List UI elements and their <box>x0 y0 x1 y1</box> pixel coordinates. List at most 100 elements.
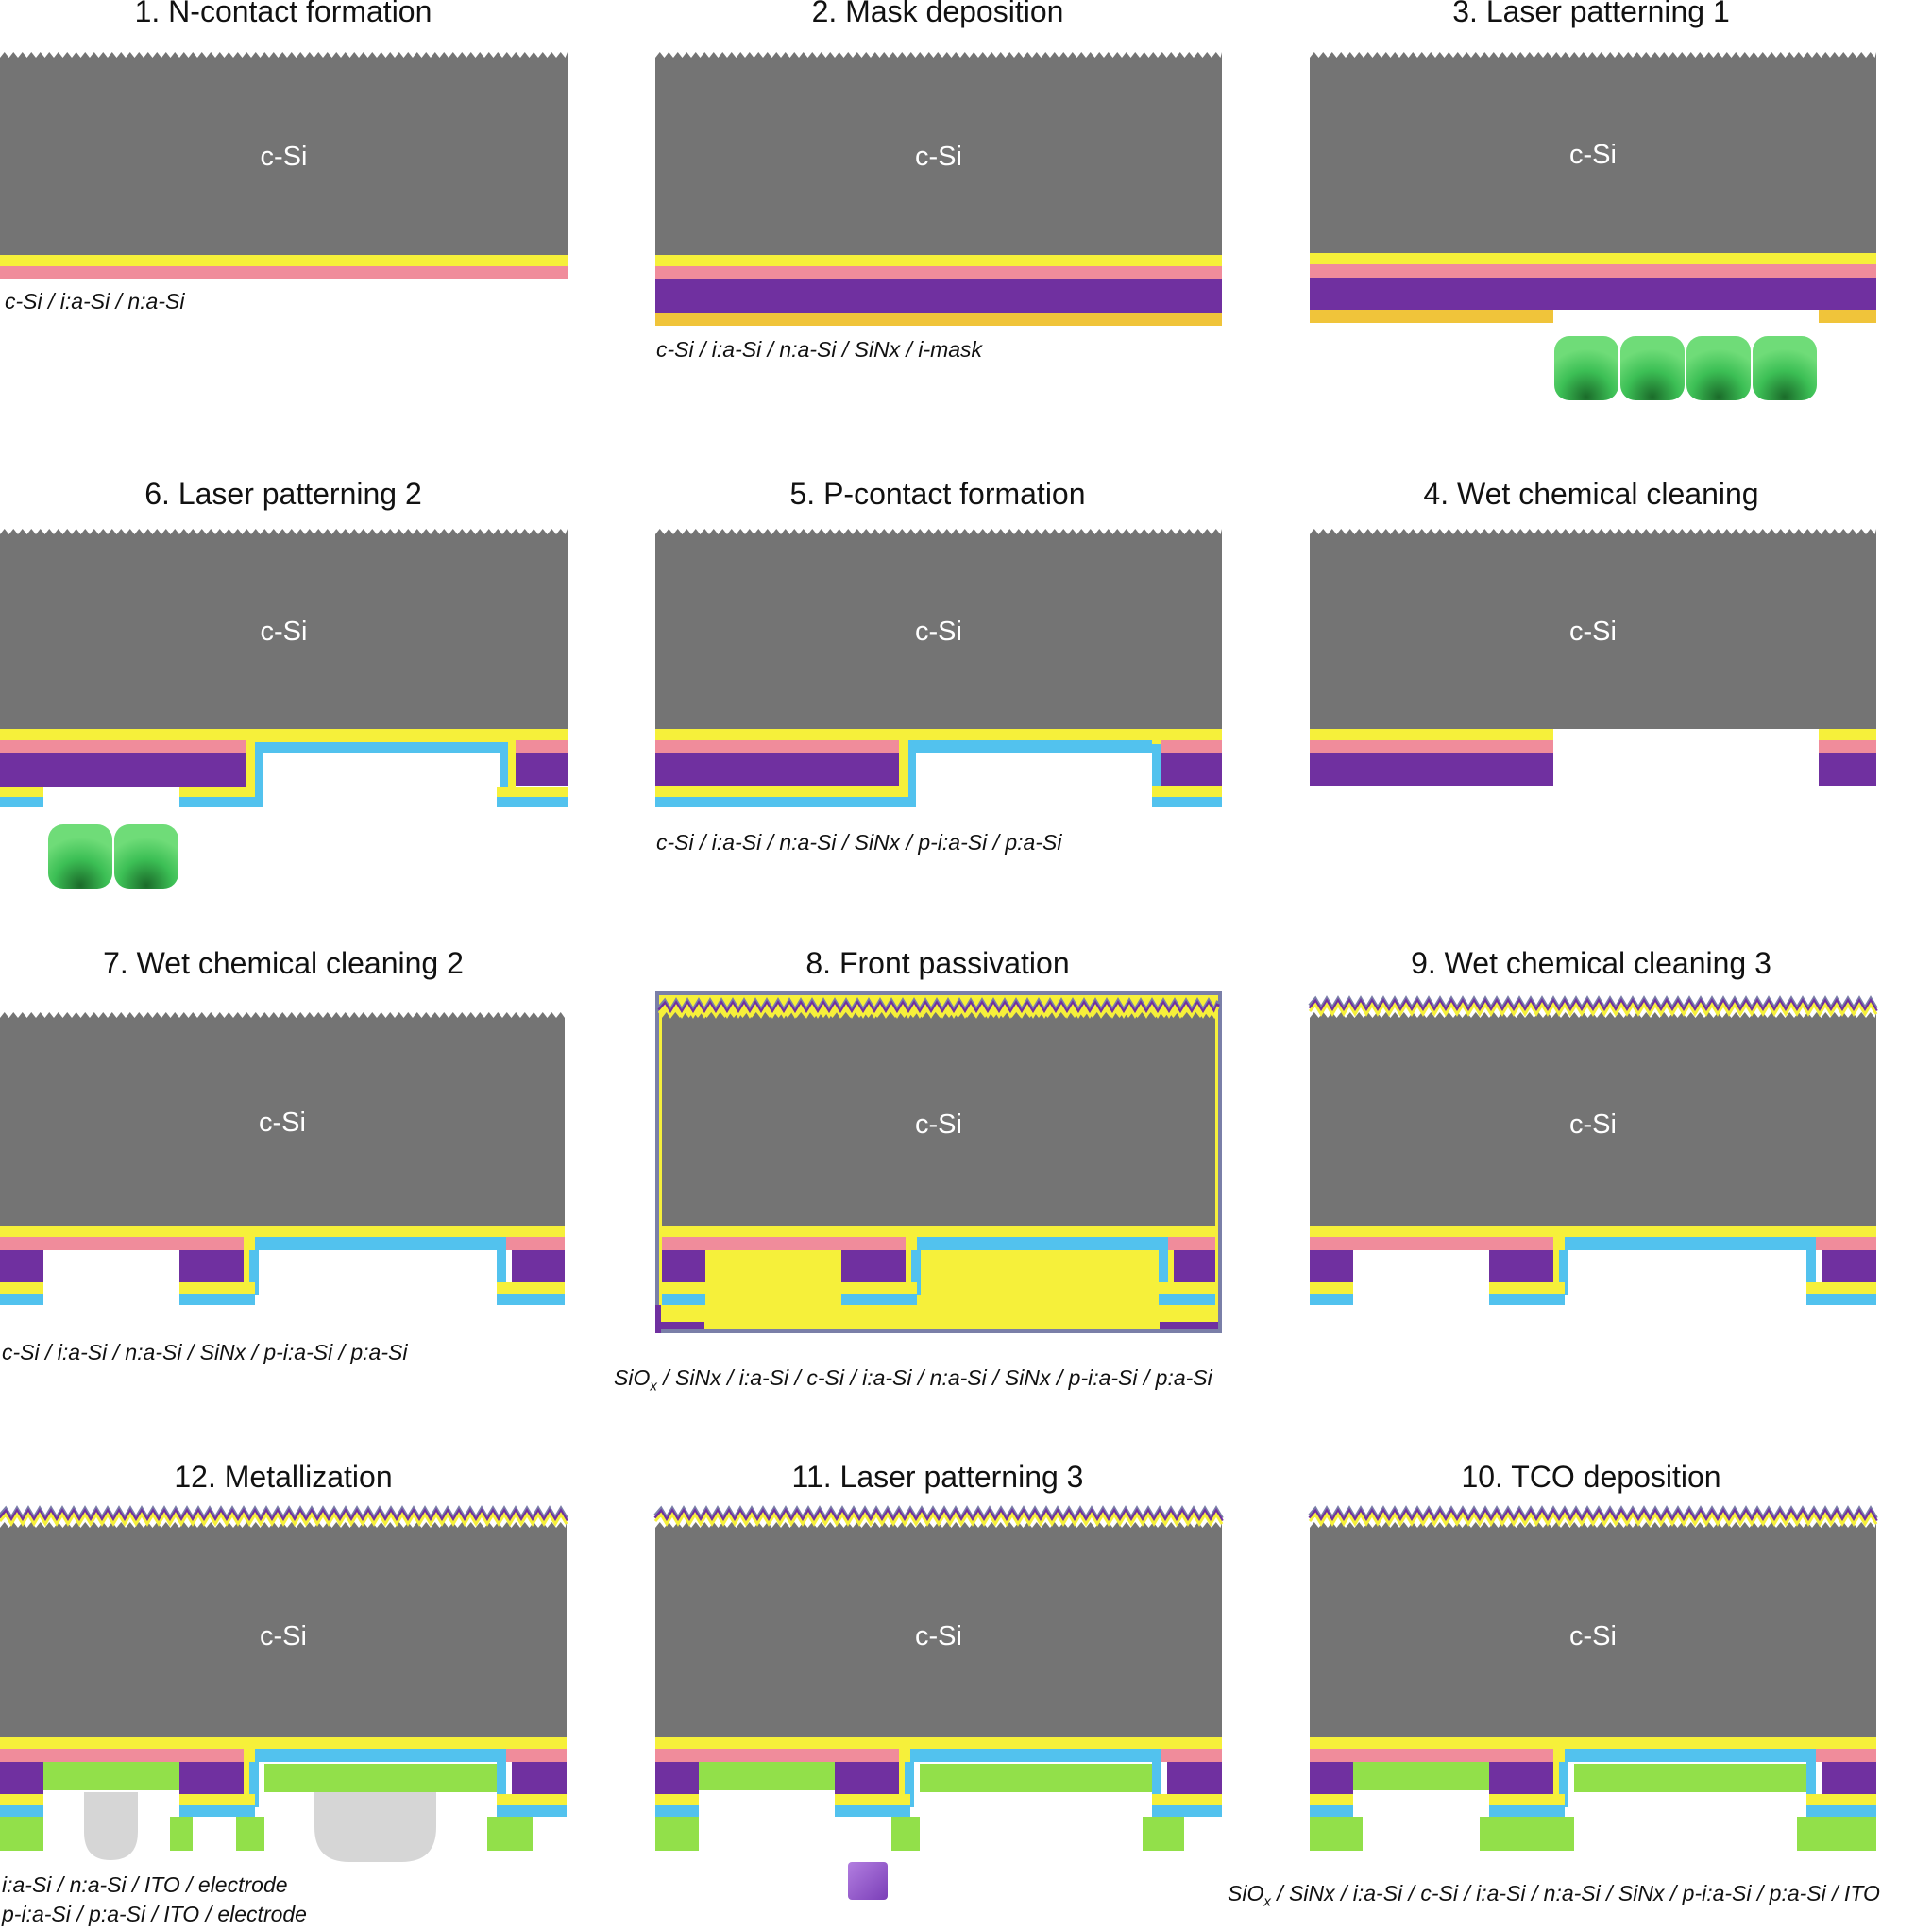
step-12-p-asi-bridge <box>255 1749 497 1762</box>
step-7-p-i-asi-2 <box>179 1282 255 1294</box>
step-9-sinx-block-2 <box>1489 1250 1553 1282</box>
step-12-sinx-block-2 <box>179 1762 244 1794</box>
step-11-p-i-asi-3 <box>1152 1794 1222 1805</box>
step-12-ito-d <box>487 1817 533 1851</box>
step-6-i-asi-layer <box>0 729 568 740</box>
step-10-p-asi-1 <box>1310 1805 1353 1817</box>
step-8-n-asi-left <box>662 1237 906 1250</box>
step-5-title: 5. P-contact formation <box>789 477 1086 511</box>
step-1-c-si-substrate-label: c-Si <box>261 142 308 172</box>
step-9-p-wall-r <box>1806 1237 1816 1294</box>
step-4-n-asi-right <box>1819 740 1876 753</box>
step-3-laser-beam-2 <box>1620 336 1685 400</box>
step-12-ito-c <box>236 1817 264 1851</box>
step-6-laser-beam-1 <box>48 824 112 889</box>
step-2-legend: c-Si / i:a-Si / n:a-Si / SiNx / i-mask <box>656 337 983 362</box>
step-8-p-asi-bridge <box>917 1237 1159 1250</box>
step-8-c-si-substrate-label: c-Si <box>915 1109 962 1140</box>
step-2-title: 2. Mask deposition <box>811 0 1064 28</box>
step-12-title: 12. Metallization <box>174 1460 393 1494</box>
step-2-n-asi-layer <box>655 266 1222 279</box>
step-4-i-asi-left <box>1310 729 1553 740</box>
step-3-c-si-substrate-label: c-Si <box>1569 140 1617 170</box>
step-10-i-asi-layer <box>1310 1737 1876 1749</box>
step-12-sinx-block-1 <box>0 1762 43 1794</box>
step-11-ito-d <box>1143 1817 1184 1851</box>
step-8-sinx-block-2 <box>841 1250 906 1282</box>
step-8-sinx-wrap-right <box>1160 1322 1218 1329</box>
step-10-sinx-block-2 <box>1489 1762 1553 1794</box>
step-12-p-asi-2 <box>179 1805 255 1817</box>
step-8-p-i-asi-1 <box>662 1282 705 1294</box>
step-3-laser-beam-1 <box>1554 336 1618 400</box>
step-10-legend-prefix: SiO <box>1228 1881 1264 1905</box>
step-11-ito-a <box>655 1817 699 1851</box>
step-7-p-wall-r <box>497 1237 506 1294</box>
step-7-i-asi-layer <box>0 1226 565 1237</box>
step-9-p-i-asi-2 <box>1489 1282 1565 1294</box>
step-9-front-passivation-layer-3 <box>1308 1002 1878 1017</box>
step-6-i-wall-l <box>246 752 255 797</box>
step-11-ito-p-top <box>920 1764 1152 1792</box>
step-10-legend: SiOx / SiNx / i:a-Si / c-Si / i:a-Si / n… <box>1228 1881 1880 1910</box>
step-11-n-asi-left <box>655 1749 899 1762</box>
step-2-mask-layer <box>655 313 1222 326</box>
step-11-c-si-substrate-label: c-Si <box>915 1621 962 1651</box>
step-4-n-asi-left <box>1310 740 1553 753</box>
step-12-ito-a <box>0 1817 43 1851</box>
step-9-p-asi-1 <box>1310 1294 1353 1305</box>
step-12-p-wall-r <box>497 1749 506 1805</box>
step-1-n-asi-layer <box>0 266 568 279</box>
step-12-ito-p-top <box>264 1764 497 1792</box>
step-3-i-asi-layer <box>1310 253 1876 264</box>
step-7-c-si-substrate <box>0 1012 565 1226</box>
step-1-title: 1. N-contact formation <box>134 0 432 28</box>
step-4-sinx-left <box>1310 753 1553 786</box>
step-8-i-asi-layer <box>662 1226 1215 1237</box>
step-11-sinx-block-3 <box>1167 1762 1222 1794</box>
step-8-sinx-block-3 <box>1174 1250 1215 1282</box>
step-6-c-si-substrate-label: c-Si <box>261 617 308 647</box>
step-11-p-asi-3 <box>1152 1805 1222 1817</box>
step-10-sinx-block-1 <box>1310 1762 1353 1794</box>
step-6-sinx-right <box>516 753 568 786</box>
step-3-n-asi-layer <box>1310 264 1876 278</box>
step-9-c-si-substrate <box>1310 1012 1876 1226</box>
step-12-p-wall-l <box>249 1762 259 1807</box>
step-8-legend-rest: / SiNx / i:a-Si / c-Si / i:a-Si / n:a-Si… <box>656 1365 1212 1390</box>
step-8-sinx-block-1 <box>662 1250 705 1282</box>
step-2-c-si-substrate-label: c-Si <box>915 142 962 172</box>
step-8-p-asi-3 <box>1159 1294 1215 1305</box>
step-9-p-asi-2 <box>1489 1294 1565 1305</box>
step-10-n-asi-left <box>1310 1749 1553 1762</box>
step-12-n-asi-left <box>0 1749 244 1762</box>
step-12-n-asi-right <box>506 1749 567 1762</box>
step-8-sinx-wrap-left <box>661 1322 704 1329</box>
step-7-sinx-block-3 <box>512 1250 565 1282</box>
step-5-p-wall-r <box>1152 740 1161 797</box>
step-3-laser-beam-4 <box>1753 336 1817 400</box>
step-11-front-passivation-layer-2 <box>653 1508 1224 1525</box>
step-8-p-asi-2 <box>841 1294 917 1305</box>
step-6-p-asi-stub-right <box>497 797 568 807</box>
step-5-p-i-asi-right <box>1152 786 1222 797</box>
step-3-laser-beam-3 <box>1686 336 1751 400</box>
step-6-n-asi-right <box>516 740 568 753</box>
step-10-front-passivation-layer-2 <box>1308 1508 1878 1525</box>
step-3-sinx-layer <box>1310 278 1876 310</box>
step-12-p-i-asi-2 <box>179 1794 255 1805</box>
step-5-p-asi-right <box>1152 797 1222 807</box>
step-9-i-asi-layer <box>1310 1226 1876 1237</box>
step-12-p-i-asi-3 <box>497 1794 567 1805</box>
step-5-i-wall-l <box>899 740 908 797</box>
step-9-p-i-asi-3 <box>1806 1282 1876 1294</box>
step-12-electrode-p <box>314 1792 436 1862</box>
step-7-sinx-block-1 <box>0 1250 43 1282</box>
step-7-n-asi-left <box>0 1237 244 1250</box>
step-9-p-asi-3 <box>1806 1294 1876 1305</box>
step-5-legend: c-Si / i:a-Si / n:a-Si / SiNx / p-i:a-Si… <box>656 830 1062 855</box>
step-4-i-asi-right <box>1819 729 1876 740</box>
step-9-front-passivation-layer-2 <box>1308 998 1878 1015</box>
step-8-p-i-asi-3 <box>1159 1282 1215 1294</box>
step-10-ito-d <box>1797 1817 1876 1851</box>
